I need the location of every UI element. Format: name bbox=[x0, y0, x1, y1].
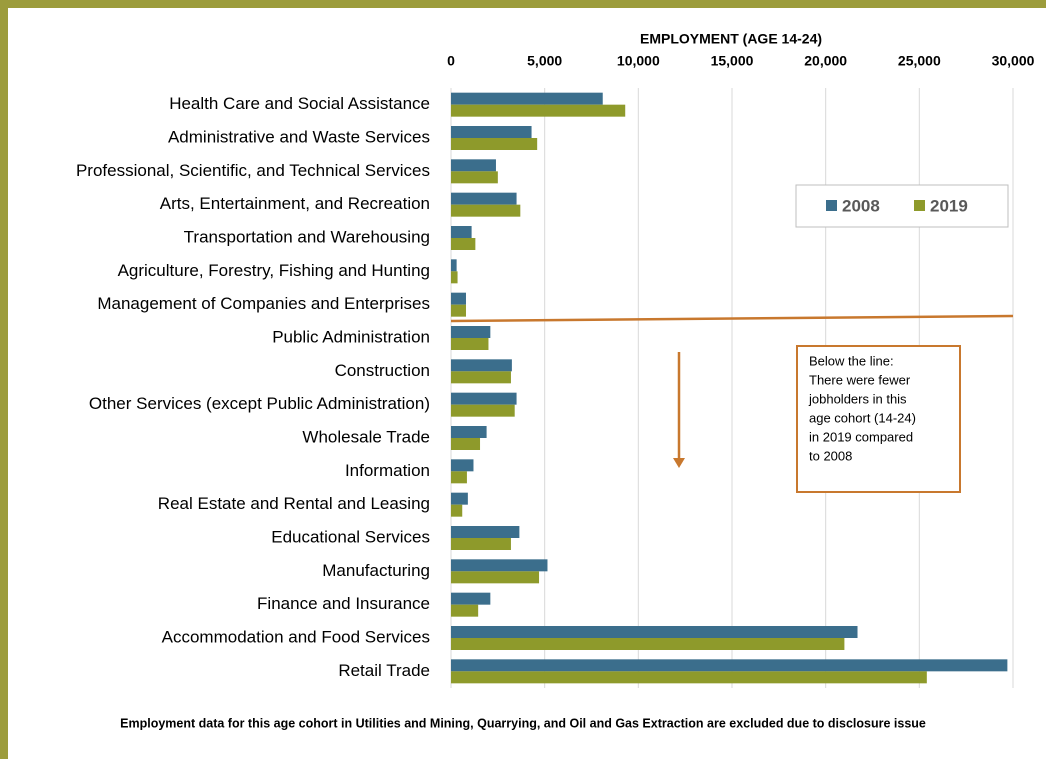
grid: 0 5,000 10,000 15,000 20,000 25,000 30,000 Heal… bbox=[76, 53, 1035, 688]
legend-label: 2008 bbox=[842, 196, 880, 215]
x-tick-label: 20,000 bbox=[804, 53, 847, 69]
bar bbox=[451, 571, 540, 584]
bar bbox=[451, 659, 1008, 672]
annotation-line: Below the line: bbox=[809, 353, 894, 368]
footnote: Employment data for this age cohort in U… bbox=[120, 716, 926, 730]
separator-line bbox=[450, 314, 1014, 323]
arrow-head bbox=[673, 458, 685, 468]
legend-swatch bbox=[914, 200, 925, 211]
bar bbox=[451, 604, 479, 617]
annotation-line: There were fewer bbox=[809, 372, 911, 387]
annotation-line: age cohort (14-24) bbox=[809, 410, 916, 425]
bar bbox=[451, 338, 489, 350]
bar bbox=[451, 671, 927, 684]
bar bbox=[451, 292, 466, 305]
category-label: Arts, Entertainment, and Recreation bbox=[160, 194, 430, 213]
bar bbox=[451, 126, 532, 138]
x-tick-label: 5,000 bbox=[527, 53, 562, 69]
category-label: Construction bbox=[335, 361, 430, 380]
bar bbox=[451, 626, 858, 638]
bar bbox=[451, 638, 845, 650]
category-label: Information bbox=[345, 461, 430, 480]
category-label: Transportation and Warehousing bbox=[184, 227, 430, 246]
bar bbox=[451, 304, 466, 317]
bar bbox=[451, 438, 481, 450]
annotation: Below the line: There were fewer jobholder… bbox=[808, 353, 916, 463]
category-label: Other Services (except Public Administra… bbox=[89, 394, 430, 413]
x-tick-label: 30,000 bbox=[992, 53, 1035, 69]
x-tick-label: 10,000 bbox=[617, 53, 660, 69]
bar bbox=[451, 359, 512, 372]
bar bbox=[451, 326, 491, 338]
legend-swatch bbox=[826, 200, 837, 211]
x-tick-label: 25,000 bbox=[898, 53, 941, 69]
category-label: Public Administration bbox=[272, 327, 430, 346]
top-border bbox=[0, 0, 1046, 8]
annotation-line: jobholders in this bbox=[808, 391, 907, 406]
bar bbox=[451, 559, 548, 572]
category-label: Finance and Insurance bbox=[257, 594, 430, 613]
category-label: Manufacturing bbox=[322, 561, 430, 580]
category-label: Educational Services bbox=[271, 527, 430, 546]
bar bbox=[451, 538, 511, 550]
category-label: Professional, Scientific, and Technical … bbox=[76, 161, 430, 180]
bars bbox=[451, 92, 1008, 684]
bar bbox=[451, 426, 487, 438]
category-label: Accommodation and Food Services bbox=[162, 627, 430, 646]
x-tick-label: 15,000 bbox=[711, 53, 754, 69]
category-label: Wholesale Trade bbox=[302, 427, 430, 446]
legend: 2008 2019 bbox=[826, 196, 968, 215]
left-border bbox=[0, 0, 8, 759]
bar bbox=[451, 504, 463, 517]
bar bbox=[451, 459, 474, 472]
category-label: Real Estate and Rental and Leasing bbox=[158, 494, 430, 513]
category-label: Administrative and Waste Services bbox=[168, 127, 430, 146]
annotation-line: to 2008 bbox=[809, 448, 852, 463]
bar bbox=[451, 471, 467, 484]
bar bbox=[451, 238, 476, 250]
bar bbox=[451, 192, 517, 205]
annotation-line: in 2019 compared bbox=[809, 429, 913, 444]
bar bbox=[451, 404, 515, 417]
bar bbox=[451, 271, 458, 284]
bar bbox=[451, 259, 457, 272]
bar bbox=[451, 159, 496, 172]
bar bbox=[451, 492, 468, 505]
bar bbox=[451, 392, 517, 405]
legend-label: 2019 bbox=[930, 196, 968, 215]
category-label: Health Care and Social Assistance bbox=[169, 94, 430, 113]
category-label: Retail Trade bbox=[338, 661, 430, 680]
x-axis-title: EMPLOYMENT (AGE 14-24) bbox=[640, 31, 822, 47]
annotation-box bbox=[796, 345, 961, 493]
bar bbox=[451, 92, 603, 105]
category-label: Agriculture, Forestry, Fishing and Hunti… bbox=[118, 261, 430, 280]
bar bbox=[451, 104, 626, 117]
bar bbox=[451, 226, 472, 238]
category-label: Management of Companies and Enterprises bbox=[97, 294, 430, 313]
bar bbox=[451, 138, 538, 150]
bar bbox=[451, 371, 511, 384]
bar bbox=[451, 171, 498, 184]
bar bbox=[451, 204, 521, 217]
x-tick-label: 0 bbox=[447, 53, 455, 69]
bar bbox=[451, 526, 520, 538]
bar bbox=[451, 592, 491, 605]
